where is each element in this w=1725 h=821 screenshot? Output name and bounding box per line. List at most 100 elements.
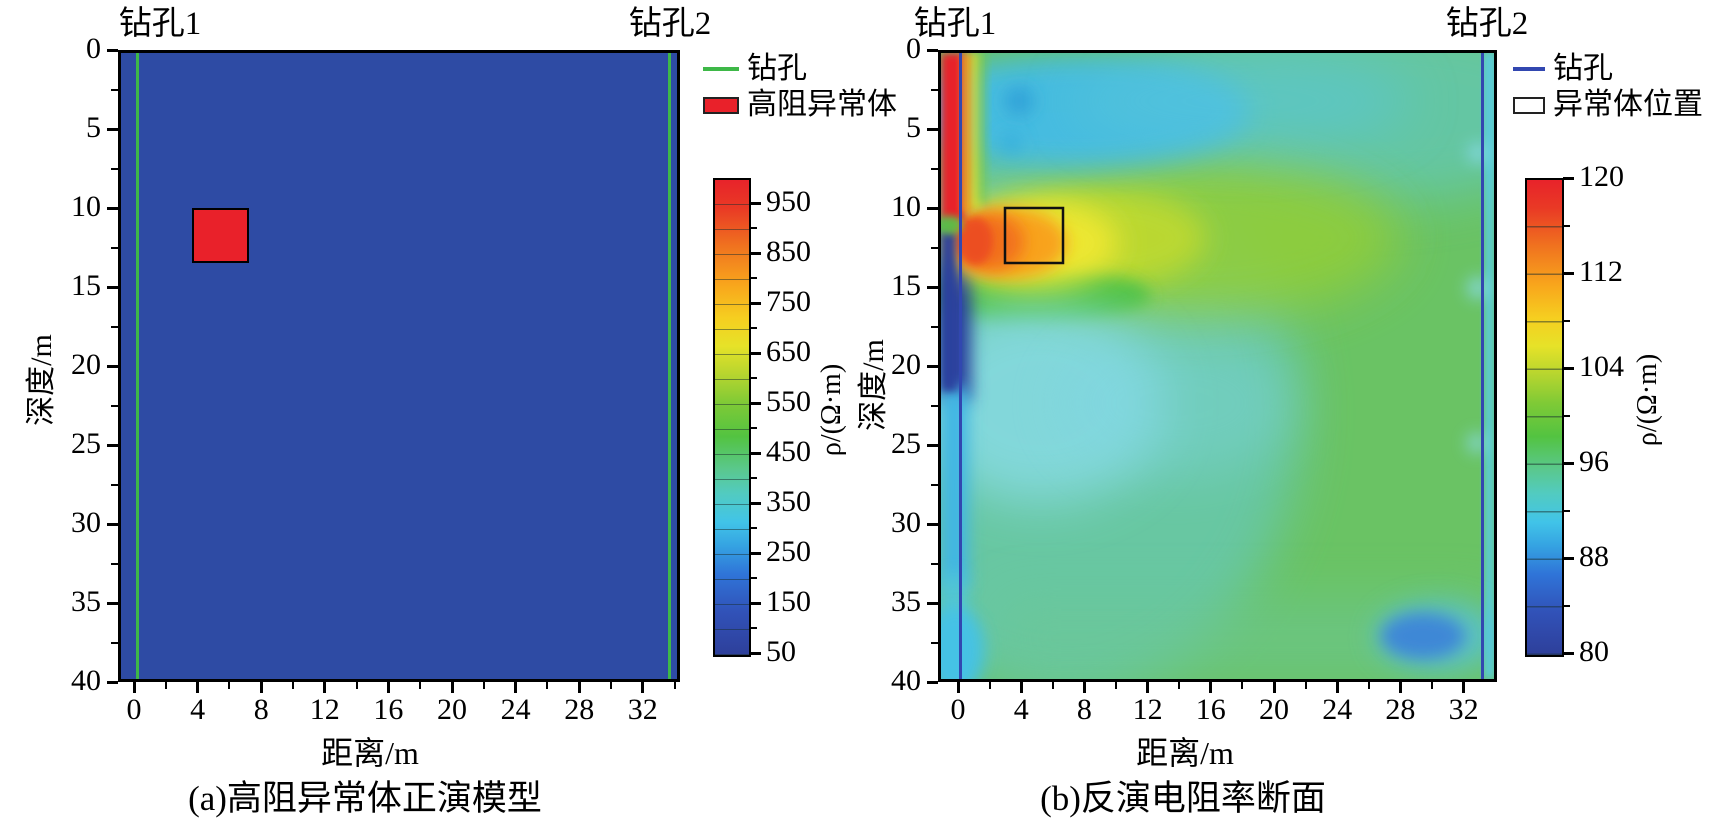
x-axis-label-b: 距离/m (1136, 735, 1234, 771)
legend-b: 钻孔 异常体位置 (1513, 52, 1703, 122)
y-minor-tick-mark (111, 246, 118, 249)
x-tick-label: 0 (950, 693, 966, 726)
inversion-heatmap (941, 53, 1494, 679)
y-minor-tick-mark (931, 325, 938, 328)
x-tick-mark (1335, 682, 1339, 693)
x-minor-tick-mark (610, 682, 612, 689)
x-tick-mark (1462, 682, 1466, 693)
colorbar-minor-tick-mark (750, 477, 757, 479)
x-tick-label: 12 (1132, 693, 1163, 726)
x-tick-label: 32 (1448, 693, 1479, 726)
y-minor-tick-mark (931, 167, 938, 170)
y-minor-tick-mark (111, 641, 118, 644)
colorbar-tick-mark (1563, 176, 1574, 180)
y-tick-mark (927, 364, 938, 368)
x-tick-mark (641, 682, 645, 693)
colorbar-a (713, 178, 751, 657)
colorbar-tick-mark (1563, 651, 1574, 655)
x-tick-mark (196, 682, 200, 693)
x-minor-tick-mark (1178, 682, 1181, 689)
colorbar-b (1525, 178, 1564, 657)
y-tick-mark (107, 680, 118, 684)
y-minor-tick-mark (111, 88, 118, 91)
colorbar-minor-tick-mark (1563, 414, 1570, 417)
y-tick-mark (927, 48, 938, 52)
colorbar-minor-tick-mark (750, 527, 757, 529)
legend-row-anomaly: 高阻异常体 (703, 88, 897, 122)
x-tick-mark (1209, 682, 1213, 693)
x-minor-tick-mark (1304, 682, 1307, 689)
colorbar-minor-tick-mark (750, 277, 757, 279)
y-tick-mark (927, 522, 938, 526)
x-minor-tick-mark (1367, 682, 1370, 689)
y-tick-mark (927, 127, 938, 131)
y-tick-mark (927, 680, 938, 684)
legend-label-anomaly: 高阻异常体 (747, 88, 897, 121)
colorbar-tick-mark (750, 351, 761, 355)
y-tick-mark (927, 601, 938, 605)
x-tick-label: 20 (1259, 693, 1289, 726)
y-minor-tick-mark (111, 562, 118, 565)
y-tick-mark (107, 443, 118, 447)
legend-row-borehole: 钻孔 (1513, 52, 1703, 86)
x-minor-tick-mark (546, 682, 549, 689)
y-tick-mark (927, 206, 938, 210)
y-tick-label: 10 (891, 190, 921, 223)
x-minor-tick-mark (673, 682, 676, 689)
y-tick-mark (107, 364, 118, 368)
y-tick-mark (107, 522, 118, 526)
y-tick-label: 35 (71, 585, 101, 618)
y-tick-label: 40 (891, 664, 921, 697)
x-tick-mark (956, 682, 960, 693)
colorbar-segment-lines (715, 180, 749, 655)
colorbar-tick-mark (750, 551, 761, 555)
legend-label-borehole: 钻孔 (747, 52, 807, 85)
colorbar-tick-mark (750, 201, 761, 205)
x-axis-label-a: 距离/m (321, 735, 419, 771)
x-minor-tick-mark (1431, 682, 1433, 689)
y-tick-label: 25 (891, 427, 921, 460)
colorbar-tick-mark (750, 601, 761, 605)
x-minor-tick-mark (228, 682, 231, 689)
y-tick-label: 5 (906, 111, 921, 144)
y-tick-label: 40 (71, 664, 101, 697)
y-minor-tick-mark (111, 167, 118, 170)
colorbar-tick-label: 950 (766, 185, 811, 218)
y-tick-label: 30 (71, 506, 101, 539)
x-tick-label: 24 (500, 693, 531, 726)
x-tick-mark (514, 682, 518, 693)
x-tick-label: 0 (126, 693, 142, 726)
colorbar-tick-mark (750, 501, 761, 505)
x-tick-label: 20 (437, 693, 467, 726)
x-tick-mark (386, 682, 390, 693)
x-tick-mark (577, 682, 581, 693)
colorbar-tick-label: 104 (1579, 350, 1624, 383)
y-tick-mark (107, 206, 118, 210)
x-tick-label: 8 (253, 693, 269, 726)
x-minor-tick-mark (482, 682, 485, 689)
colorbar-tick-mark (750, 251, 761, 255)
legend-a: 钻孔 高阻异常体 (703, 52, 897, 122)
x-tick-label: 12 (309, 693, 340, 726)
y-tick-mark (107, 48, 118, 52)
x-tick-mark (1146, 682, 1150, 693)
x-minor-tick-mark (1051, 682, 1054, 689)
y-minor-tick-mark (111, 325, 118, 328)
x-tick-mark (1398, 682, 1402, 693)
x-tick-label: 16 (373, 693, 404, 726)
y-tick-mark (927, 443, 938, 447)
colorbar-tick-mark (750, 651, 761, 655)
borehole1-line-green (136, 53, 139, 679)
x-minor-tick-mark (292, 682, 294, 689)
y-minor-tick-mark (111, 404, 118, 407)
colorbar-tick-label: 350 (766, 485, 811, 518)
colorbar-tick-mark (1563, 366, 1574, 370)
x-tick-label: 4 (190, 693, 206, 726)
x-minor-tick-mark (1241, 682, 1244, 689)
borehole1-title-b: 钻孔1 (913, 6, 997, 42)
resistivity-field (941, 53, 1494, 679)
colorbar-tick-mark (1563, 556, 1574, 560)
y-minor-tick-mark (931, 404, 938, 407)
colorbar-minor-tick-mark (750, 327, 757, 329)
